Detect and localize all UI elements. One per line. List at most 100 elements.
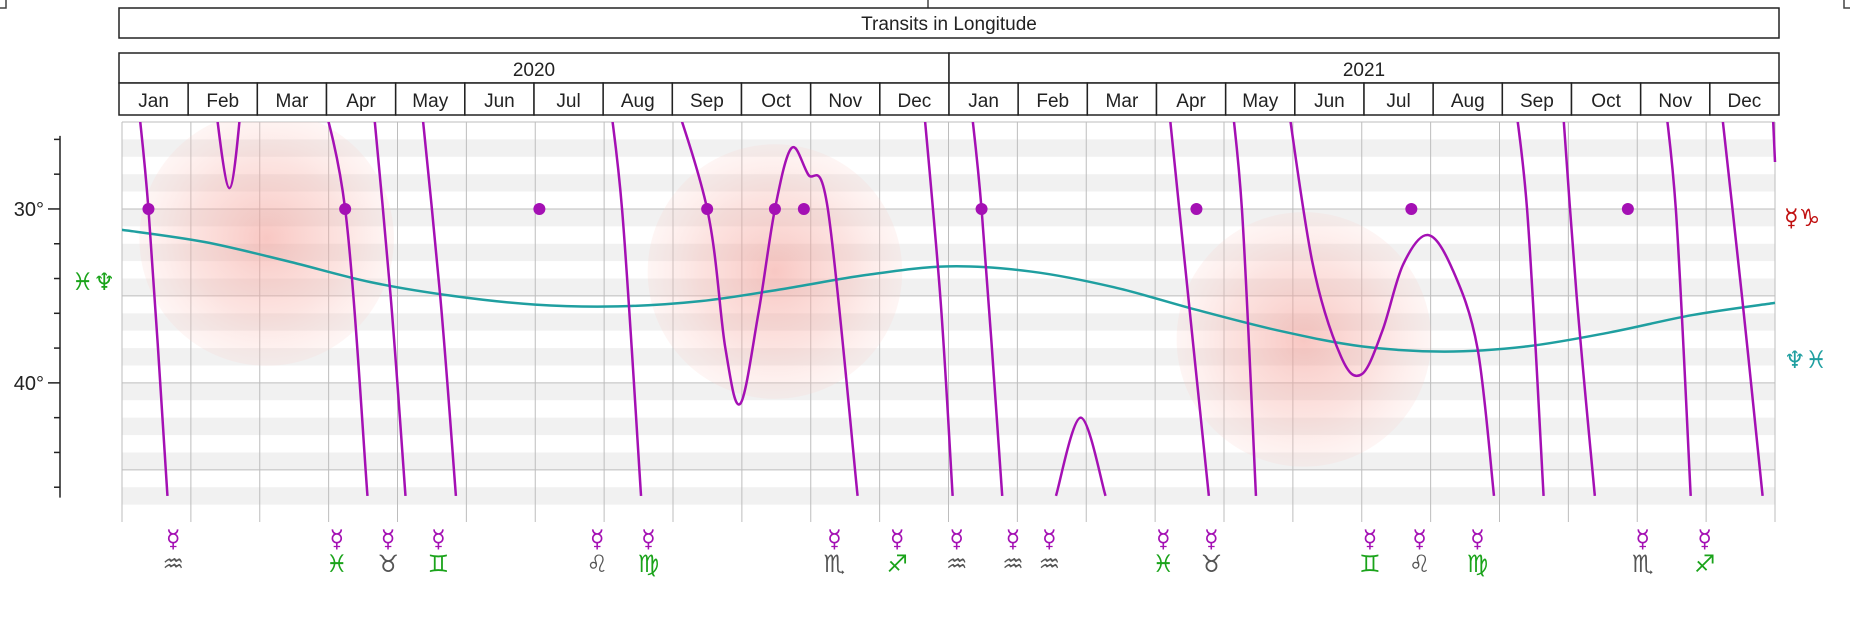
mercury-glyph: ☿: [949, 525, 964, 553]
month-label: Feb: [206, 91, 239, 112]
mercury-glyph: ☿: [1635, 525, 1650, 553]
month-cell: [1017, 82, 1089, 116]
month-label: Sep: [690, 91, 724, 112]
mercury-line: [971, 122, 1004, 497]
month-cell: [1570, 82, 1642, 116]
sign-glyph: ♉︎: [377, 550, 399, 578]
mercury-glyph: ☿: [1470, 525, 1485, 553]
month-cell: [1155, 82, 1227, 116]
ingress-marker: ☿♊︎: [1359, 525, 1381, 578]
ingress-marker: ☿♒︎: [1002, 525, 1024, 578]
month-label: Aug: [621, 91, 655, 112]
month-label: Mar: [1106, 91, 1139, 112]
month-cell: [948, 82, 1019, 116]
ingress-marker: ☿♐︎: [886, 525, 908, 578]
month-cell: [1432, 82, 1504, 116]
ingress-marker: ☿♓︎: [1153, 525, 1175, 578]
ingress-marker: ☿♒︎: [1039, 525, 1061, 578]
mercury-right-label: ☿♑︎: [1784, 204, 1820, 232]
month-cell: [1709, 82, 1780, 116]
mercury-glyph: ☿: [1363, 525, 1378, 553]
aspect-dot: [339, 202, 352, 215]
aspect-dot: [1621, 202, 1634, 215]
sign-glyph: ♌︎: [1409, 550, 1431, 578]
ingress-marker: ☿♍︎: [638, 525, 660, 578]
month-label: Dec: [1728, 91, 1762, 112]
month-label: Sep: [1520, 91, 1554, 112]
month-label: Nov: [1658, 91, 1692, 112]
sign-glyph: ♐︎: [1694, 550, 1716, 578]
corner-marks: [0, 0, 1850, 9]
month-label: Dec: [898, 91, 932, 112]
month-cell: [1294, 82, 1365, 116]
mercury-glyph: ☿: [890, 525, 905, 553]
highlight-circle: [1176, 212, 1432, 467]
aspect-dot: [975, 202, 988, 215]
sign-glyph: ♊︎: [1359, 550, 1381, 578]
sign-glyph: ♒︎: [1039, 550, 1061, 578]
aspect-dot: [797, 202, 810, 215]
mercury-glyph: ☿: [1412, 525, 1427, 553]
month-cell: [394, 82, 466, 116]
month-label: Apr: [1176, 91, 1206, 112]
sign-glyph: ♓︎: [1153, 550, 1175, 578]
mercury-series: [139, 122, 1777, 497]
sign-glyph: ♐︎: [886, 550, 908, 578]
mercury-line: [680, 122, 859, 497]
ingress-markers: ☿♒︎☿♓︎☿♉︎☿♊︎☿♌︎☿♍︎☿♏︎☿♐︎☿♒︎☿♒︎☿♒︎☿♓︎☿♉︎☿…: [162, 525, 1715, 578]
sign-glyph: ♌︎: [586, 550, 608, 578]
mercury-glyph: ☿: [1697, 525, 1712, 553]
month-label: Jul: [1386, 91, 1410, 112]
ingress-marker: ☿♒︎: [946, 525, 968, 578]
mercury-glyph: ☿: [1156, 525, 1171, 553]
sign-glyph: ♓︎: [326, 550, 348, 578]
month-cell: [464, 82, 535, 116]
year-header: 2020 2021: [118, 52, 1780, 84]
month-cell: [809, 82, 881, 116]
mercury-glyph: ☿: [330, 525, 345, 553]
chart-title: Transits in Longitude: [861, 14, 1037, 35]
sign-glyph: ♒︎: [946, 550, 968, 578]
mercury-glyph: ☿: [827, 525, 842, 553]
month-cell: [256, 82, 328, 116]
y-axis: 30° 40°: [14, 135, 61, 498]
side-labels: ♓︎♆ ♆♓︎ ☿♑︎: [72, 204, 1827, 374]
ingress-marker: ☿♉︎: [377, 525, 399, 578]
ingress-marker: ☿♐︎: [1694, 525, 1716, 578]
aspect-dot: [768, 202, 781, 215]
ingress-marker: ☿♓︎: [326, 525, 348, 578]
sign-glyph: ♒︎: [1002, 550, 1024, 578]
mercury-line: [923, 122, 954, 496]
month-header: Jan Feb Mar Apr May Jun Jul Aug Sep Oct Nov Dec Jan F…: [118, 82, 1780, 116]
sign-glyph: ♍︎: [1467, 550, 1489, 578]
neptune-left-label: ♓︎♆: [72, 268, 115, 296]
ingress-marker: ☿♏︎: [1632, 525, 1654, 578]
month-label: Jan: [968, 91, 999, 112]
month-cell: [187, 82, 259, 116]
month-label: May: [1242, 91, 1278, 112]
highlight-circle: [139, 122, 394, 366]
neptune-line: [122, 228, 1776, 353]
ingress-marker: ☿♍︎: [1467, 525, 1489, 578]
year-label-2021: 2021: [1343, 60, 1385, 81]
month-label: Jun: [484, 91, 515, 112]
ingress-marker: ☿♒︎: [162, 525, 184, 578]
aspect-dot: [701, 202, 714, 215]
month-cell: [671, 82, 743, 116]
mercury-glyph: ☿: [166, 525, 181, 553]
sign-glyph: ♏︎: [824, 550, 846, 578]
neptune-series: [122, 228, 1776, 353]
mercury-line: [139, 122, 169, 496]
month-label: Oct: [761, 91, 791, 112]
month-cell: [325, 82, 397, 116]
mercury-line: [1666, 122, 1692, 496]
month-label: Jan: [138, 91, 169, 112]
month-cell: [1224, 82, 1296, 116]
ingress-marker: ☿♏︎: [824, 525, 846, 578]
mercury-line: [327, 122, 369, 497]
y-tick-label: 40°: [14, 373, 44, 395]
mercury-line: [216, 122, 241, 190]
mercury-line: [373, 122, 407, 497]
mercury-line: [1169, 122, 1211, 497]
aspect-dot: [1190, 202, 1203, 215]
